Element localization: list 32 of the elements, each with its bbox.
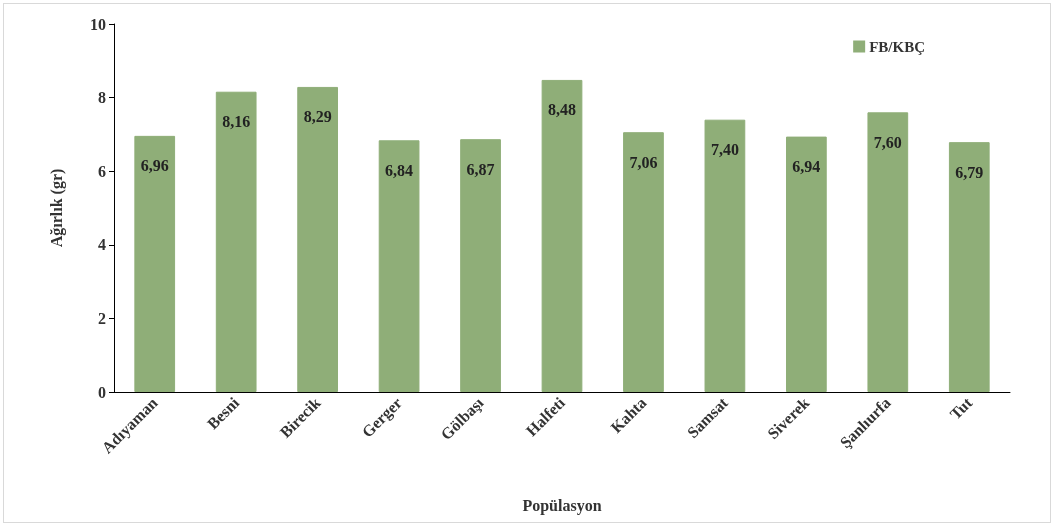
y-tick-label: 10 xyxy=(90,15,106,33)
bar xyxy=(134,135,176,392)
bar xyxy=(297,86,338,392)
y-tick-label: 8 xyxy=(98,89,106,107)
text: 6,84 xyxy=(385,161,414,179)
bar xyxy=(867,112,909,392)
text: 7,40 xyxy=(710,141,739,159)
bar xyxy=(786,136,827,392)
legend-label: FB/KBÇ xyxy=(869,38,925,55)
bar xyxy=(215,91,257,392)
text: 7,06 xyxy=(629,153,658,171)
text: 7,60 xyxy=(873,133,902,151)
y-tick-label: 2 xyxy=(98,309,106,327)
bar xyxy=(378,140,420,392)
bar xyxy=(460,139,501,392)
text: 8,48 xyxy=(548,101,576,119)
y-axis-title: Ağırlık (gr) xyxy=(47,168,66,248)
y-tick-label: 6 xyxy=(98,162,106,180)
text: 6,87 xyxy=(466,160,495,178)
text: 6,94 xyxy=(792,158,821,176)
bar xyxy=(623,132,664,392)
text: 6,96 xyxy=(140,157,169,175)
bar xyxy=(948,142,990,392)
bar xyxy=(704,119,746,392)
text: 8,29 xyxy=(303,108,332,126)
text: 8,16 xyxy=(222,113,251,131)
y-tick-label: 0 xyxy=(98,383,106,401)
x-tick-label: Tut xyxy=(946,393,976,423)
text: 6,79 xyxy=(955,163,984,181)
y-tick-label: 4 xyxy=(98,236,106,254)
bar xyxy=(541,79,583,392)
x-axis-title: Popülasyon xyxy=(522,496,602,515)
